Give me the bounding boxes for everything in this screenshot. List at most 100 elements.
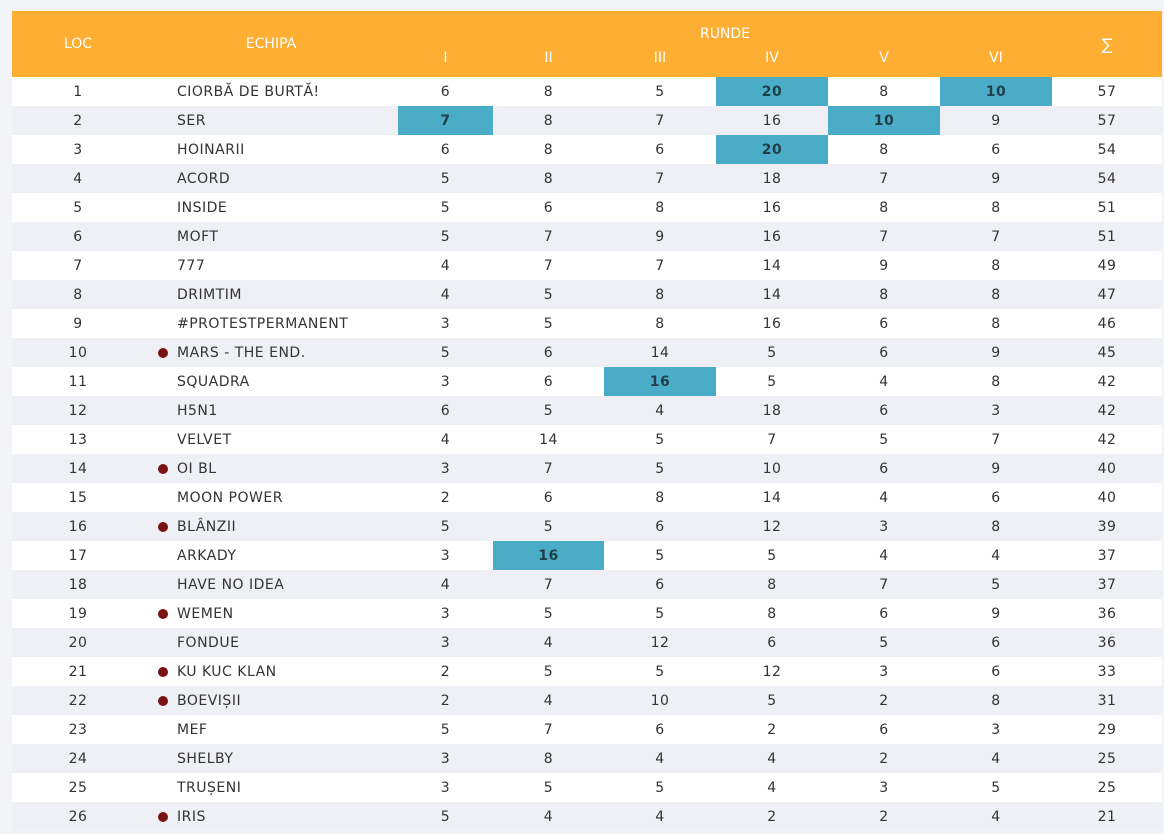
round-6-score: 8 [940,367,1053,396]
round-2-score: 8 [493,106,604,135]
round-5-score: 3 [828,657,940,686]
header-sum[interactable]: ∑ [1052,11,1163,77]
round-1-score: 2 [398,657,493,686]
header-rounds-group: RUNDE [398,11,1053,44]
round-1-score: 6 [398,396,493,425]
total-score: 25 [1052,773,1163,802]
team-name: CIORBĂ DE BURTĂ! [165,77,398,106]
table-row: 1 CIORBĂ DE BURTĂ! 6 8 5 20 8 10 57 [12,77,1163,106]
round-2-score: 5 [493,599,604,628]
header-round-5[interactable]: V [828,44,940,77]
table-row: 12 H5N1 6 5 4 18 6 3 42 [12,396,1163,425]
rank-cell: 2 [12,106,144,135]
round-5-score: 8 [828,193,940,222]
marker-dot-icon [158,608,168,619]
round-2-score: 6 [493,367,604,396]
round-1-score: 6 [398,77,493,106]
header-round-2[interactable]: II [493,44,604,77]
round-1-score: 3 [398,744,493,773]
header-team[interactable]: ECHIPA [144,11,398,77]
total-score: 42 [1052,396,1163,425]
table-row: 15 MOON POWER 2 6 8 14 4 6 40 [12,483,1163,512]
total-score: 40 [1052,454,1163,483]
total-score: 49 [1052,251,1163,280]
marker-dot-icon [158,521,168,532]
round-5-score: 4 [828,367,940,396]
round-2-score: 5 [493,773,604,802]
marker-cell [144,367,165,396]
marker-cell [144,454,168,483]
round-5-score: 5 [828,628,940,657]
header-round-1[interactable]: I [398,44,493,77]
total-score: 21 [1052,802,1163,831]
round-2-score: 4 [493,628,604,657]
table-row: 2 SER 7 8 7 16 10 9 57 [12,106,1163,135]
round-2-score: 8 [493,744,604,773]
header-round-3[interactable]: III [604,44,716,77]
round-2-score: 7 [493,454,604,483]
round-4-score: 18 [716,164,828,193]
rank-cell: 19 [12,599,144,628]
rank-cell: 23 [12,715,144,744]
marker-cell [144,802,168,831]
round-4-score: 20 [716,77,828,106]
rank-cell: 21 [12,657,144,686]
round-1-score: 3 [398,628,493,657]
round-6-score: 10 [940,77,1053,106]
marker-cell [144,541,165,570]
round-6-score: 7 [940,425,1053,454]
round-6-score: 6 [940,657,1053,686]
table-row: 19 WEMEN 3 5 5 8 6 9 36 [12,599,1163,628]
table-row: 7 777 4 7 7 14 9 8 49 [12,251,1163,280]
table-row: 5 INSIDE 5 6 8 16 8 8 51 [12,193,1163,222]
round-6-score: 4 [940,744,1053,773]
standings-table-container: LOC ECHIPA RUNDE ∑ I II III IV V VI 1 CIO… [12,11,1163,831]
round-4-score: 8 [716,570,828,599]
team-name: WEMEN [165,599,398,628]
marker-dot-icon [158,695,168,706]
round-4-score: 10 [716,454,828,483]
team-name: MEF [165,715,398,744]
marker-cell [144,396,165,425]
round-4-score: 18 [716,396,828,425]
team-name: IRIS [165,802,398,831]
table-row: 23 MEF 5 7 6 2 6 3 29 [12,715,1163,744]
round-3-score: 6 [604,135,716,164]
rank-cell: 25 [12,773,144,802]
marker-cell [144,744,165,773]
team-name: VELVET [165,425,398,454]
rank-cell: 18 [12,570,144,599]
rank-cell: 12 [12,396,144,425]
round-3-score: 16 [604,367,716,396]
standings-table: LOC ECHIPA RUNDE ∑ I II III IV V VI 1 CIO… [12,11,1163,831]
table-row: 4 ACORD 5 8 7 18 7 9 54 [12,164,1163,193]
marker-cell [144,483,165,512]
round-2-score: 14 [493,425,604,454]
round-3-score: 5 [604,657,716,686]
total-score: 51 [1052,193,1163,222]
table-row: 17 ARKADY 3 16 5 5 4 4 37 [12,541,1163,570]
round-1-score: 4 [398,251,493,280]
marker-dot-icon [158,347,168,358]
rank-cell: 13 [12,425,144,454]
round-5-score: 6 [828,454,940,483]
header-round-6[interactable]: VI [940,44,1053,77]
total-score: 36 [1052,628,1163,657]
round-3-score: 6 [604,570,716,599]
round-4-score: 2 [716,802,828,831]
round-4-score: 2 [716,715,828,744]
table-row: 13 VELVET 4 14 5 7 5 7 42 [12,425,1163,454]
header-round-4[interactable]: IV [716,44,828,77]
round-4-score: 14 [716,280,828,309]
round-3-score: 6 [604,512,716,541]
round-5-score: 7 [828,570,940,599]
round-6-score: 8 [940,309,1053,338]
round-4-score: 16 [716,193,828,222]
round-1-score: 4 [398,425,493,454]
team-name: 777 [165,251,398,280]
rank-cell: 20 [12,628,144,657]
round-4-score: 12 [716,512,828,541]
total-score: 37 [1052,570,1163,599]
header-loc[interactable]: LOC [12,11,144,77]
table-row: 22 BOEVIȘII 2 4 10 5 2 8 31 [12,686,1163,715]
